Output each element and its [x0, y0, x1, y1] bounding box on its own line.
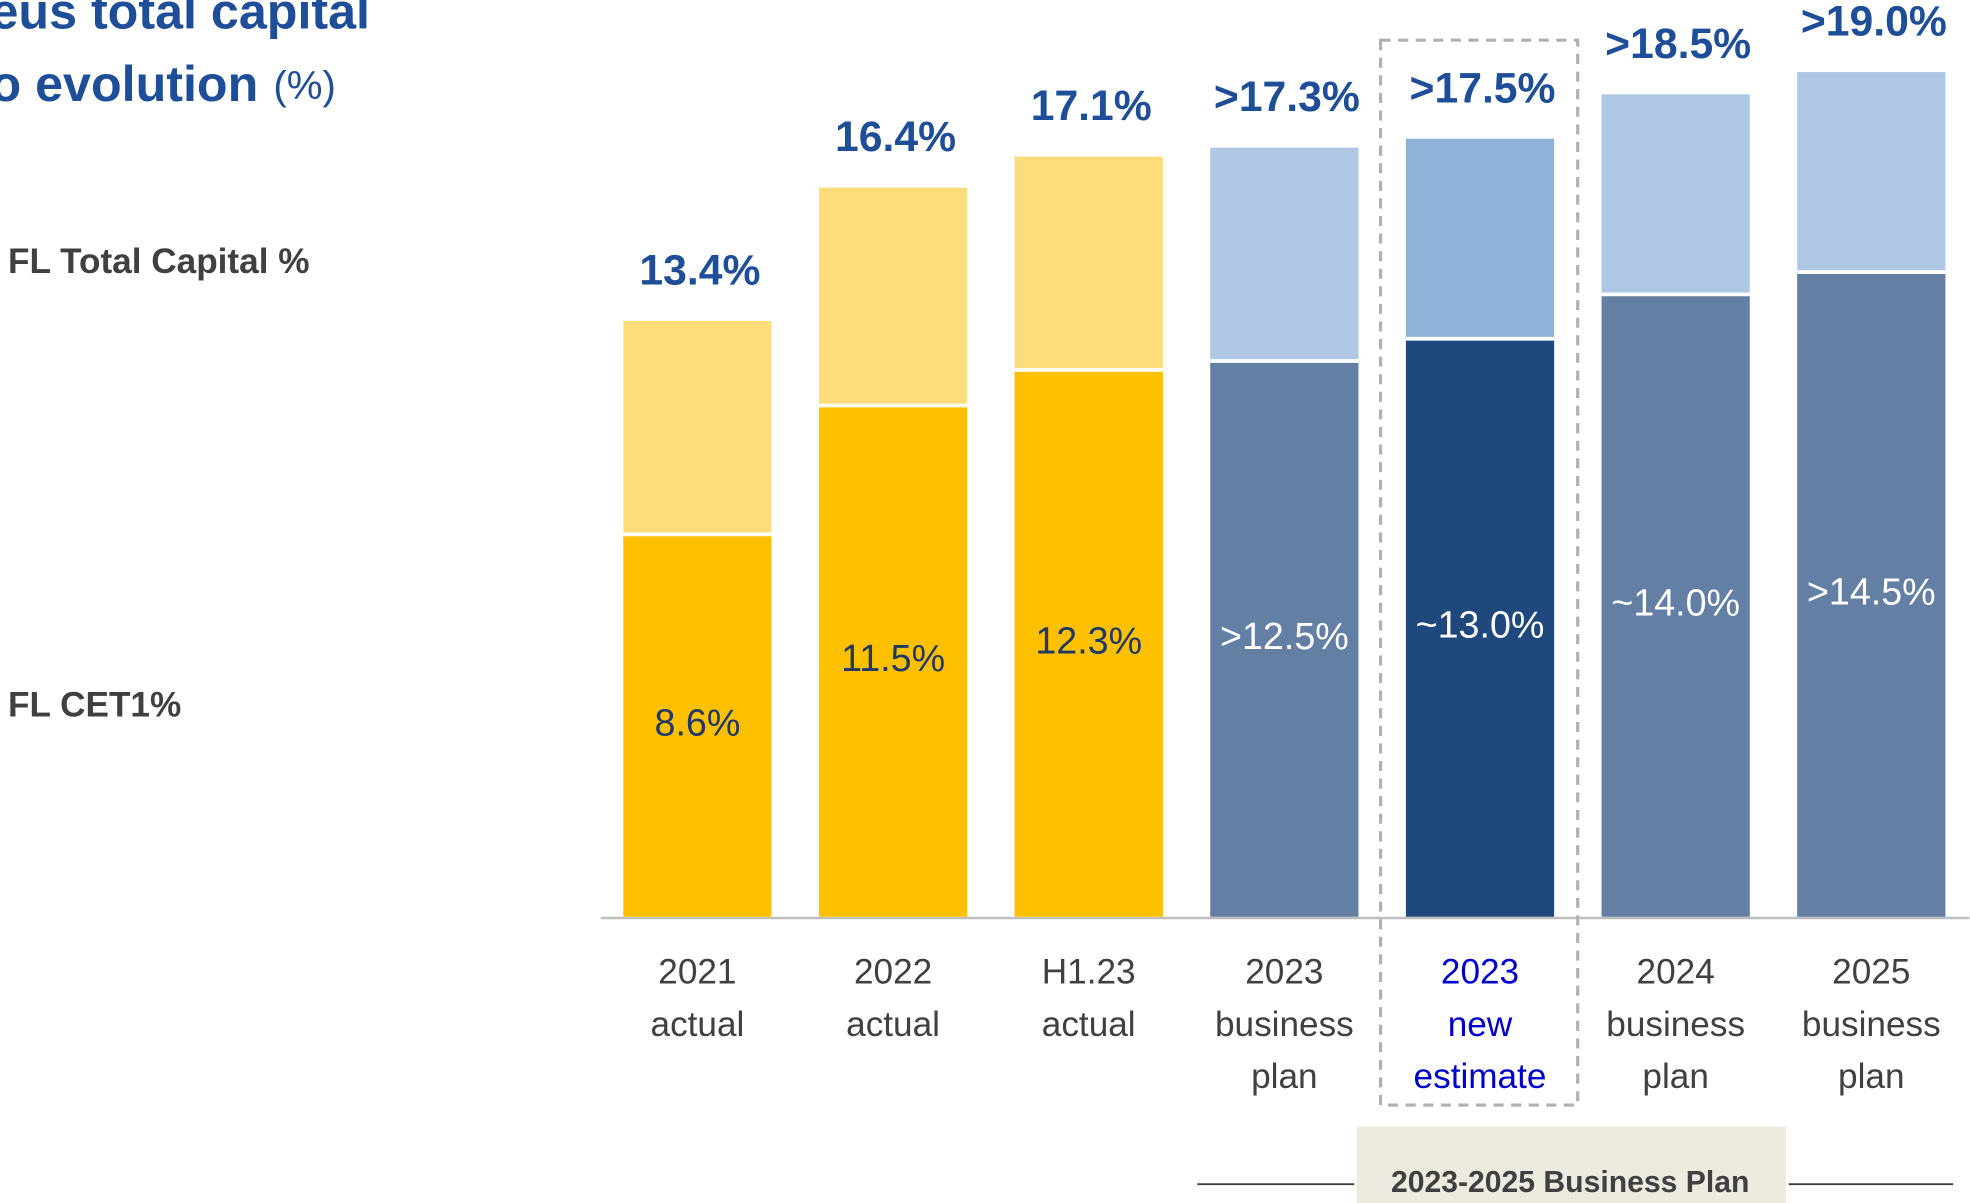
x-tick-label: plan: [1642, 1057, 1708, 1096]
bar: [818, 405, 968, 917]
chart-title: eus total capital: [0, 0, 370, 39]
legend-label: FL CET1%: [8, 685, 181, 724]
chart-title: o evolution (%): [0, 56, 336, 112]
segment-label: 8.6%: [655, 701, 741, 743]
highlight-box: [1378, 38, 1580, 1107]
segment-label: 12.3%: [1035, 619, 1142, 661]
segment-label: >12.5%: [1220, 615, 1349, 657]
x-tick-label: business: [1802, 1005, 1941, 1044]
total-label: 16.4%: [835, 113, 956, 161]
total-label: 17.1%: [1031, 82, 1152, 130]
segment-label: ~14.0%: [1611, 581, 1740, 623]
chart-title: o evolution: [0, 56, 258, 112]
x-tick-label: 2022: [854, 953, 932, 992]
bar: [1797, 272, 1946, 917]
x-tick-label: plan: [1251, 1057, 1317, 1096]
x-tick-label: estimate: [1414, 1057, 1547, 1096]
x-tick-label: business: [1606, 1005, 1745, 1044]
x-tick-label: 2025: [1832, 953, 1910, 992]
x-tick-label: actual: [846, 1005, 940, 1044]
total-label: >18.5%: [1605, 20, 1751, 68]
x-tick-label: H1.23: [1042, 953, 1136, 992]
segment-label: 11.5%: [841, 637, 945, 679]
total-label: >17.5%: [1410, 64, 1556, 112]
annotation-box: [1356, 1126, 1787, 1203]
chart-title-unit: (%): [273, 63, 335, 108]
x-tick-label: actual: [651, 1005, 745, 1044]
segment-label: >14.5%: [1807, 570, 1936, 612]
x-tick-label: new: [1448, 1005, 1513, 1044]
x-tick-label: 2023: [1245, 953, 1323, 992]
x-tick-label: 2021: [658, 953, 736, 992]
total-label: >17.3%: [1214, 73, 1360, 121]
x-tick-label: 2024: [1637, 953, 1715, 992]
bar: [1601, 294, 1750, 917]
bar: [623, 534, 772, 917]
bar: [1014, 369, 1163, 917]
total-label: >19.0%: [1801, 0, 1947, 46]
x-tick-label: 2023: [1441, 953, 1519, 992]
annotation: 2023-2025 Business Plan: [1391, 1166, 1749, 1199]
bar: [1210, 361, 1359, 917]
x-tick-label: actual: [1042, 1005, 1136, 1044]
x-tick-label: plan: [1838, 1057, 1904, 1096]
bar: [1405, 338, 1555, 917]
segment-label: ~13.0%: [1416, 604, 1545, 646]
total-label: 13.4%: [639, 247, 760, 295]
x-tick-label: business: [1215, 1005, 1354, 1044]
legend-label: FL Total Capital %: [8, 242, 309, 281]
